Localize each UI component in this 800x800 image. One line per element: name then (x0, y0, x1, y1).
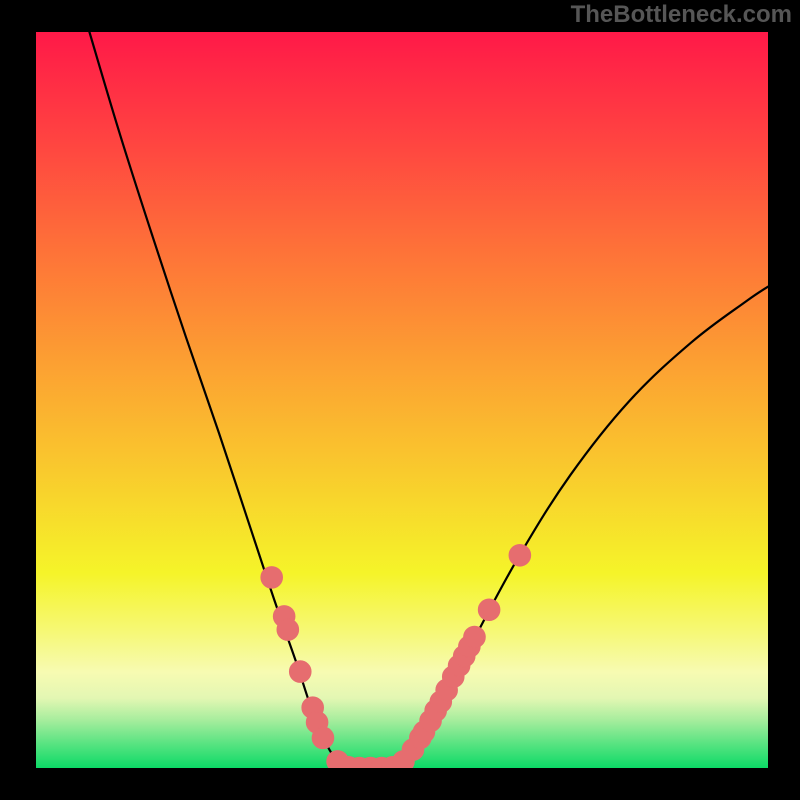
chart-svg (0, 0, 800, 800)
data-marker (289, 661, 311, 683)
figure: TheBottleneck.com (0, 0, 800, 800)
data-marker (464, 626, 486, 648)
data-marker (261, 567, 283, 589)
data-marker (509, 544, 531, 566)
gradient-background (36, 32, 768, 768)
data-marker (478, 599, 500, 621)
watermark-text: TheBottleneck.com (571, 1, 792, 29)
data-marker (277, 619, 299, 641)
data-marker (312, 727, 334, 749)
